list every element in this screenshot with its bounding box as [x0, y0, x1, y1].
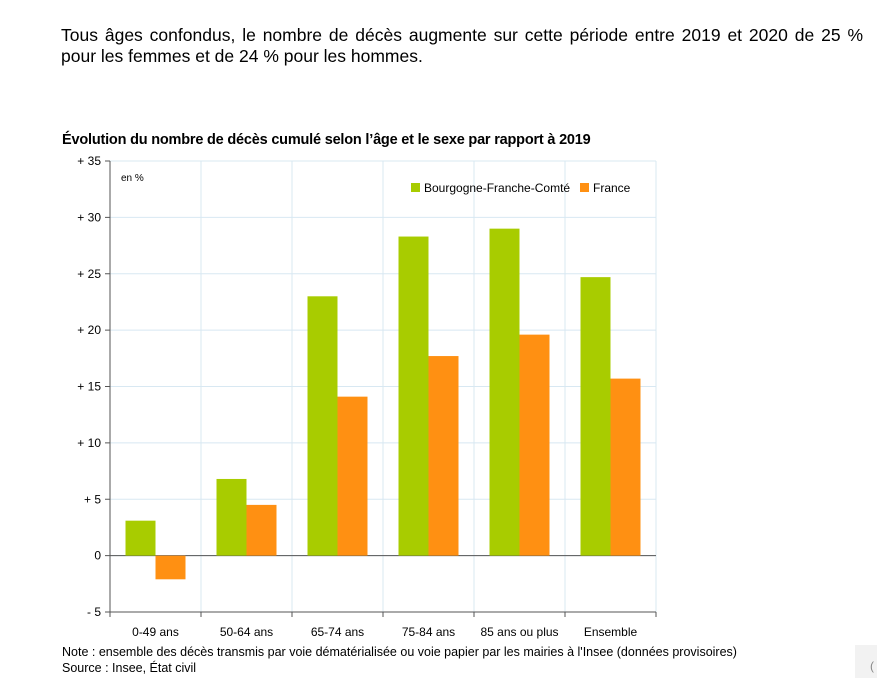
- x-tick-label: 65-74 ans: [311, 625, 364, 639]
- unit-label: en %: [121, 173, 144, 184]
- bar-bfc: [580, 277, 611, 556]
- y-tick-label: - 5: [87, 605, 101, 619]
- y-tick-label: + 30: [77, 210, 101, 224]
- y-tick-label: + 25: [77, 267, 101, 281]
- bar-france: [246, 504, 277, 556]
- x-tick-label: Ensemble: [584, 625, 638, 639]
- x-tick-label: 75-84 ans: [402, 625, 455, 639]
- chart-note: Note : ensemble des décès transmis par v…: [62, 645, 737, 659]
- y-tick-label: + 10: [77, 436, 101, 450]
- bar-france: [337, 396, 368, 556]
- y-tick-label: + 20: [77, 323, 101, 337]
- chart-source: Source : Insee, État civil: [62, 661, 197, 675]
- x-tick-label: 85 ans ou plus: [480, 625, 558, 639]
- legend-swatch: [580, 183, 589, 192]
- bar-france: [610, 378, 641, 556]
- y-tick-label: 0: [94, 549, 101, 563]
- bar-bfc: [307, 296, 338, 556]
- y-tick-label: + 35: [77, 154, 101, 168]
- bar-bfc: [216, 478, 247, 556]
- chart-title: Évolution du nombre de décès cumulé selo…: [62, 132, 591, 148]
- bar-france: [519, 334, 550, 556]
- y-tick-label: + 15: [77, 380, 101, 394]
- bar-bfc: [125, 520, 156, 556]
- legend-swatch: [411, 183, 420, 192]
- y-tick-label: + 5: [84, 492, 101, 506]
- x-tick-label: 50-64 ans: [220, 625, 273, 639]
- bar-bfc: [398, 236, 429, 556]
- corner-glyph: (: [870, 659, 874, 673]
- x-tick-label: 0-49 ans: [132, 625, 179, 639]
- scroll-corner[interactable]: (: [855, 645, 877, 678]
- intro-paragraph: Tous âges confondus, le nombre de décès …: [61, 25, 863, 66]
- legend-label: France: [593, 181, 631, 195]
- bar-bfc: [489, 228, 520, 556]
- bar-france: [155, 555, 186, 580]
- legend-label: Bourgogne-Franche-Comté: [424, 181, 570, 195]
- bar-france: [428, 356, 459, 556]
